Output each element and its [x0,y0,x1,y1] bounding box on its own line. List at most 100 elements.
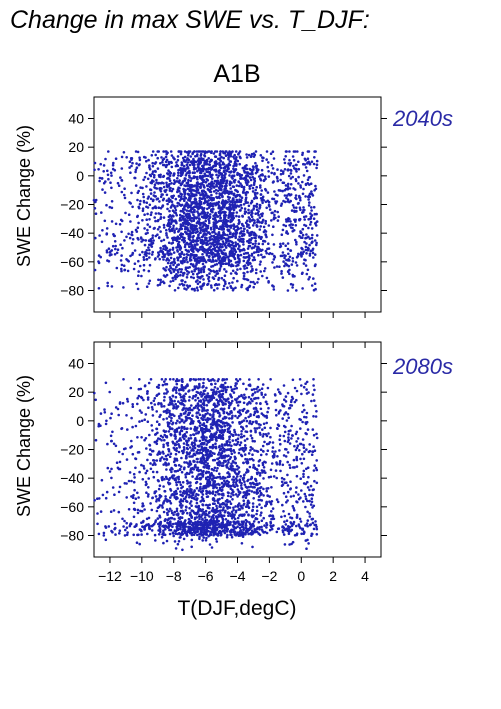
scatter-point [265,434,269,438]
scatter-point [311,393,315,396]
scatter-point [163,499,166,503]
scatter-point [227,480,230,484]
scatter-point [205,228,208,231]
scatter-point [261,212,264,215]
scatter-point [196,497,199,500]
scatter-point [301,233,305,237]
scatter-point [126,397,129,401]
scatter-point [188,216,191,219]
scatter-point [155,459,159,462]
scatter-point [151,250,154,254]
scatter-point [244,198,248,201]
scatter-point [164,150,167,153]
scatter-point [313,189,316,192]
scatter-point [203,409,206,412]
scatter-point [236,204,239,207]
scatter-point [254,234,258,237]
scatter-point [235,228,239,232]
scatter-point [170,182,173,185]
scatter-point [114,222,118,226]
scatter-point [262,516,266,520]
scatter-point [148,225,152,229]
scatter-point [154,495,158,498]
scatter-point [115,251,119,255]
scatter-point [237,153,240,156]
scatter-point [191,397,194,400]
scatter-point [240,542,244,545]
scatter-point [161,506,164,509]
scatter-point [285,196,288,200]
scatter-point [204,199,207,202]
scatter-point [283,256,286,260]
scatter-point [142,464,145,468]
scatter-point [209,532,212,535]
scatter-point [173,268,177,271]
scatter-point [276,210,280,214]
scatter-point [184,392,187,396]
scatter-point [262,239,265,243]
scatter-point [238,508,242,511]
scatter-point [193,171,196,174]
scatter-point [175,163,179,167]
scatter-point [179,216,182,219]
scatter-point [215,169,218,173]
scatter-point [178,213,182,217]
scatter-point [234,150,238,153]
scatter-point [201,222,204,225]
scatter-point [200,490,204,494]
scatter-point [162,463,165,466]
scatter-point [125,458,129,461]
scatter-point [179,429,183,432]
scatter-point [200,405,203,409]
scatter-point [296,444,300,448]
scatter-point [142,519,145,523]
scatter-point [258,533,262,537]
scatter-point [258,388,261,392]
scatter-point [196,460,199,464]
scatter-point [207,251,210,255]
scatter-point [155,470,159,474]
scatter-point [165,232,168,235]
scatter-point [299,208,302,212]
scatter-point [183,208,187,211]
scatter-point [165,247,169,250]
scatter-point [198,169,201,172]
scatter-point [307,218,310,221]
scatter-point [239,441,243,444]
scatter-point [242,274,246,278]
scatter-point [169,269,172,273]
scatter-point [162,223,166,227]
scatter-point [176,258,180,262]
scatter-point [310,209,313,212]
scatter-point [199,228,203,232]
scatter-point [153,191,156,194]
scatter-point [160,156,163,159]
scatter-point [284,254,287,258]
scatter-point [212,225,215,228]
scatter-point [289,404,292,407]
scatter-point [165,188,168,192]
scatter-point [133,249,137,252]
scatter-point [223,212,226,216]
scatter-point [207,157,210,160]
scatter-point [235,184,239,187]
scatter-point [201,150,204,153]
scatter-point [312,469,316,472]
scatter-point [184,230,187,234]
scatter-point [181,180,184,184]
scatter-point [229,272,233,275]
scatter-point [208,236,211,239]
scatter-point [270,486,273,489]
scatter-point [263,229,267,232]
scatter-point [159,195,163,199]
scatter-point [208,246,211,249]
scatter-point [245,156,249,159]
scatter-point [164,165,168,169]
scatter-point [123,268,127,272]
scatter-point [269,468,273,472]
scatter-point [228,252,232,256]
scatter-point [219,407,223,411]
scatter-point [294,432,298,436]
scatter-point [175,509,179,513]
scatter-point [199,157,203,160]
